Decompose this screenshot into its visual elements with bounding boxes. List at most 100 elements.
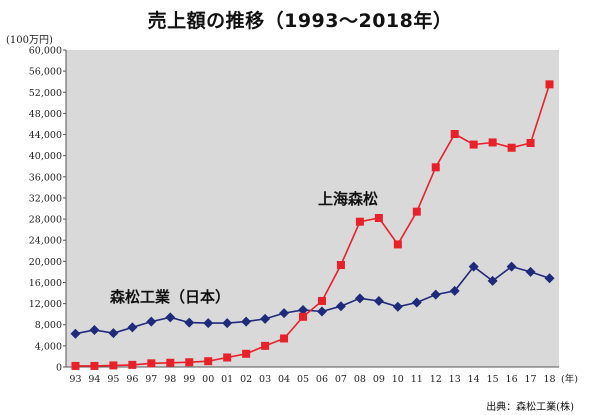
y-tick-label: 60,000 (29, 46, 62, 57)
series-lines (70, 80, 555, 370)
chart-title: 売上額の推移（1993～2018年） (147, 10, 453, 32)
data-point-diamond (506, 261, 517, 272)
x-tick-label: 02 (240, 374, 252, 385)
x-axis-unit: (年) (561, 373, 578, 385)
x-tick-label: 96 (126, 374, 138, 385)
x-tick-label: 94 (88, 374, 100, 385)
data-point-square (261, 341, 270, 350)
data-point-square (450, 130, 459, 139)
data-point-diamond (279, 308, 290, 319)
x-tick-label: 10 (392, 374, 404, 385)
x-tick-label: 05 (297, 374, 309, 385)
data-point-diamond (335, 301, 346, 312)
y-tick-label: 20,000 (29, 257, 62, 268)
data-point-square (355, 217, 364, 226)
plot-area (66, 50, 559, 367)
data-point-diamond (222, 318, 233, 329)
series-label-shanghai: 上海森松 (318, 190, 378, 208)
data-point-diamond (298, 304, 309, 315)
x-tick-label: 17 (525, 374, 537, 385)
data-point-diamond (449, 285, 460, 296)
data-point-square (299, 312, 308, 321)
x-tick-label: 09 (373, 374, 385, 385)
y-tick-label: 36,000 (29, 172, 62, 183)
data-point-diamond (525, 266, 536, 277)
series-shanghai (71, 80, 554, 370)
data-point-diamond (411, 297, 422, 308)
data-point-diamond (392, 301, 403, 312)
x-tick-label: 95 (107, 374, 119, 385)
data-point-diamond (468, 261, 479, 272)
data-point-square (469, 140, 478, 149)
data-point-diamond (127, 322, 138, 333)
data-point-diamond (89, 325, 100, 336)
data-point-diamond (487, 275, 498, 286)
data-point-square (90, 361, 99, 370)
x-tick-label: 18 (543, 374, 555, 385)
y-tick-label: 52,000 (29, 88, 62, 99)
data-point-square (507, 143, 516, 152)
x-tick-label: 00 (202, 374, 214, 385)
x-tick-label: 97 (145, 374, 157, 385)
y-axis-unit: (100万円) (6, 35, 53, 46)
data-point-square (336, 261, 345, 270)
x-tick-label: 13 (449, 374, 461, 385)
data-point-square (280, 334, 289, 343)
data-point-diamond (184, 317, 195, 328)
x-tick-label: 06 (316, 374, 328, 385)
data-point-square (393, 240, 402, 249)
y-tick-label: 8,000 (35, 320, 62, 331)
x-tick-label: 14 (468, 374, 480, 385)
data-point-diamond (203, 318, 214, 329)
y-tick-label: 28,000 (29, 215, 62, 226)
data-point-diamond (316, 306, 327, 317)
data-point-square (147, 359, 156, 368)
data-point-square (412, 207, 421, 216)
x-tick-label: 15 (487, 374, 499, 385)
y-tick-labels: 0 4,000 8,000 12,000 16,000 20,000 24,000 28,00… (29, 46, 66, 374)
data-point-diamond (544, 273, 555, 284)
x-tick-label: 03 (259, 374, 271, 385)
y-tick-label: 4,000 (35, 341, 62, 352)
data-point-diamond (430, 289, 441, 300)
x-tick-label: 01 (221, 374, 233, 385)
x-tick-label: 08 (354, 374, 366, 385)
data-point-diamond (373, 295, 384, 306)
data-point-square (128, 360, 137, 369)
y-tick-label: 16,000 (29, 278, 62, 289)
y-tick-label: 32,000 (29, 193, 62, 204)
data-point-diamond (241, 316, 252, 327)
data-point-square (185, 358, 194, 367)
x-tick-label: 16 (506, 374, 518, 385)
data-point-diamond (260, 313, 271, 324)
x-tick-label: 12 (430, 374, 442, 385)
source-note: 出典：森松工業(株) (486, 402, 574, 413)
data-point-square (109, 361, 118, 370)
y-tick-label: 48,000 (29, 109, 62, 120)
y-tick-label: 40,000 (29, 151, 62, 162)
y-tick-label: 12,000 (29, 299, 62, 310)
data-point-square (223, 353, 232, 362)
x-tick-label: 99 (183, 374, 195, 385)
data-point-diamond (70, 328, 81, 339)
x-tick-labels: 93 94 95 96 97 98 99 00 01 02 03 04 05 06 07 08 09 10 11 12… (69, 374, 555, 385)
x-tick-label: 11 (411, 374, 423, 385)
data-point-square (166, 358, 175, 367)
y-tick-label: 24,000 (29, 236, 62, 247)
y-tick-label: 0 (56, 363, 62, 374)
data-point-diamond (354, 293, 365, 304)
data-point-diamond (165, 312, 176, 323)
data-point-square (204, 357, 213, 366)
data-point-square (242, 349, 251, 358)
series-shinsho (70, 261, 555, 339)
data-point-square (71, 361, 80, 370)
data-point-square (317, 296, 326, 305)
data-point-square (488, 138, 497, 147)
data-point-square (431, 163, 440, 172)
x-tick-label: 07 (335, 374, 347, 385)
y-tick-label: 44,000 (29, 130, 62, 141)
data-point-square (526, 138, 535, 147)
data-point-diamond (108, 328, 119, 339)
y-tick-label: 56,000 (29, 67, 62, 78)
